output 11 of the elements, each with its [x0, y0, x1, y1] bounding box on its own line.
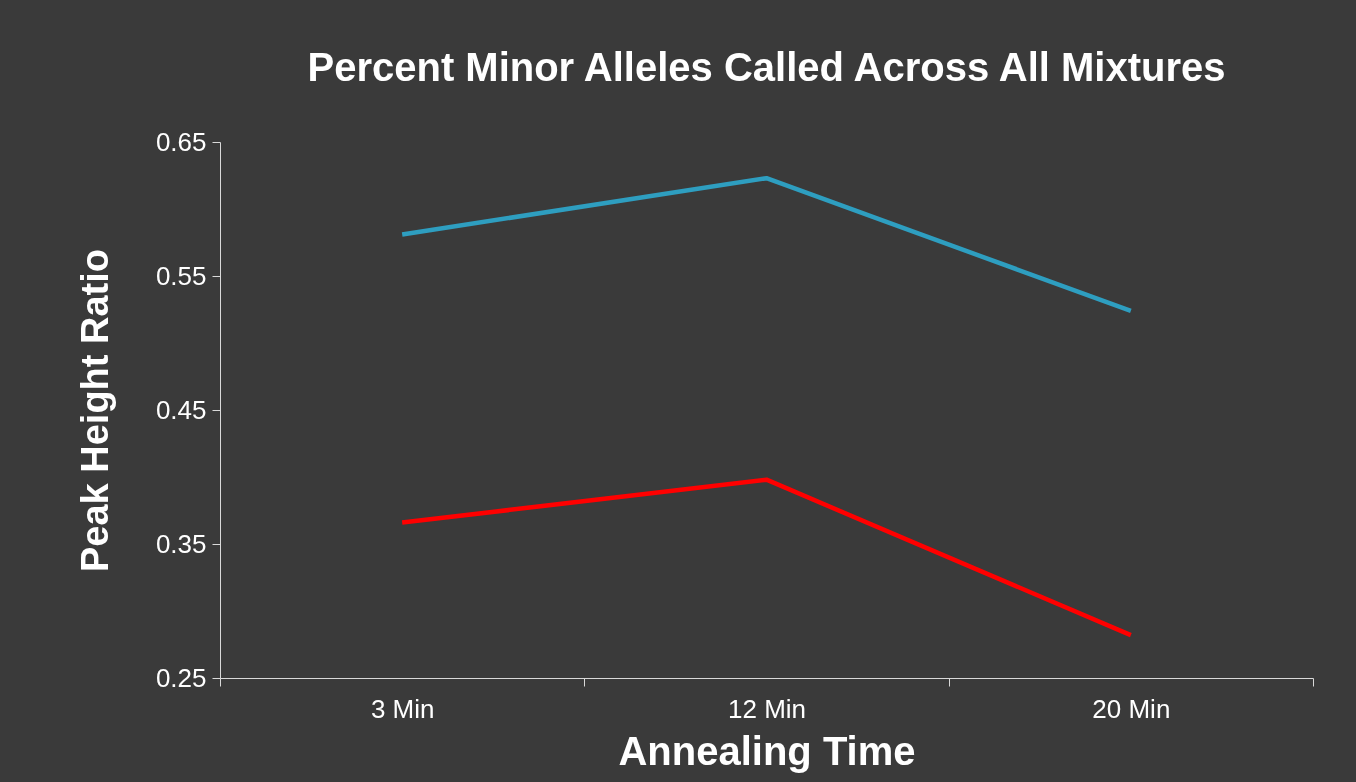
x-tick-label: 12 Min — [727, 693, 807, 724]
x-axis-title: Annealing Time — [618, 728, 916, 773]
y-tick-label: 0.25 — [155, 662, 207, 693]
y-tick-label: 0.55 — [155, 260, 207, 291]
y-tick-label: 0.65 — [155, 126, 207, 157]
y-tick-label: 0.45 — [155, 394, 207, 425]
x-tick-label: 20 Min — [1092, 693, 1171, 724]
y-axis-title: Peak Height Ratio — [73, 248, 116, 573]
x-tick-label: 3 Min — [370, 693, 435, 724]
chart-title: Percent Minor Alleles Called Across All Mixtures — [307, 45, 1226, 89]
y-tick-label: 0.35 — [155, 528, 207, 559]
